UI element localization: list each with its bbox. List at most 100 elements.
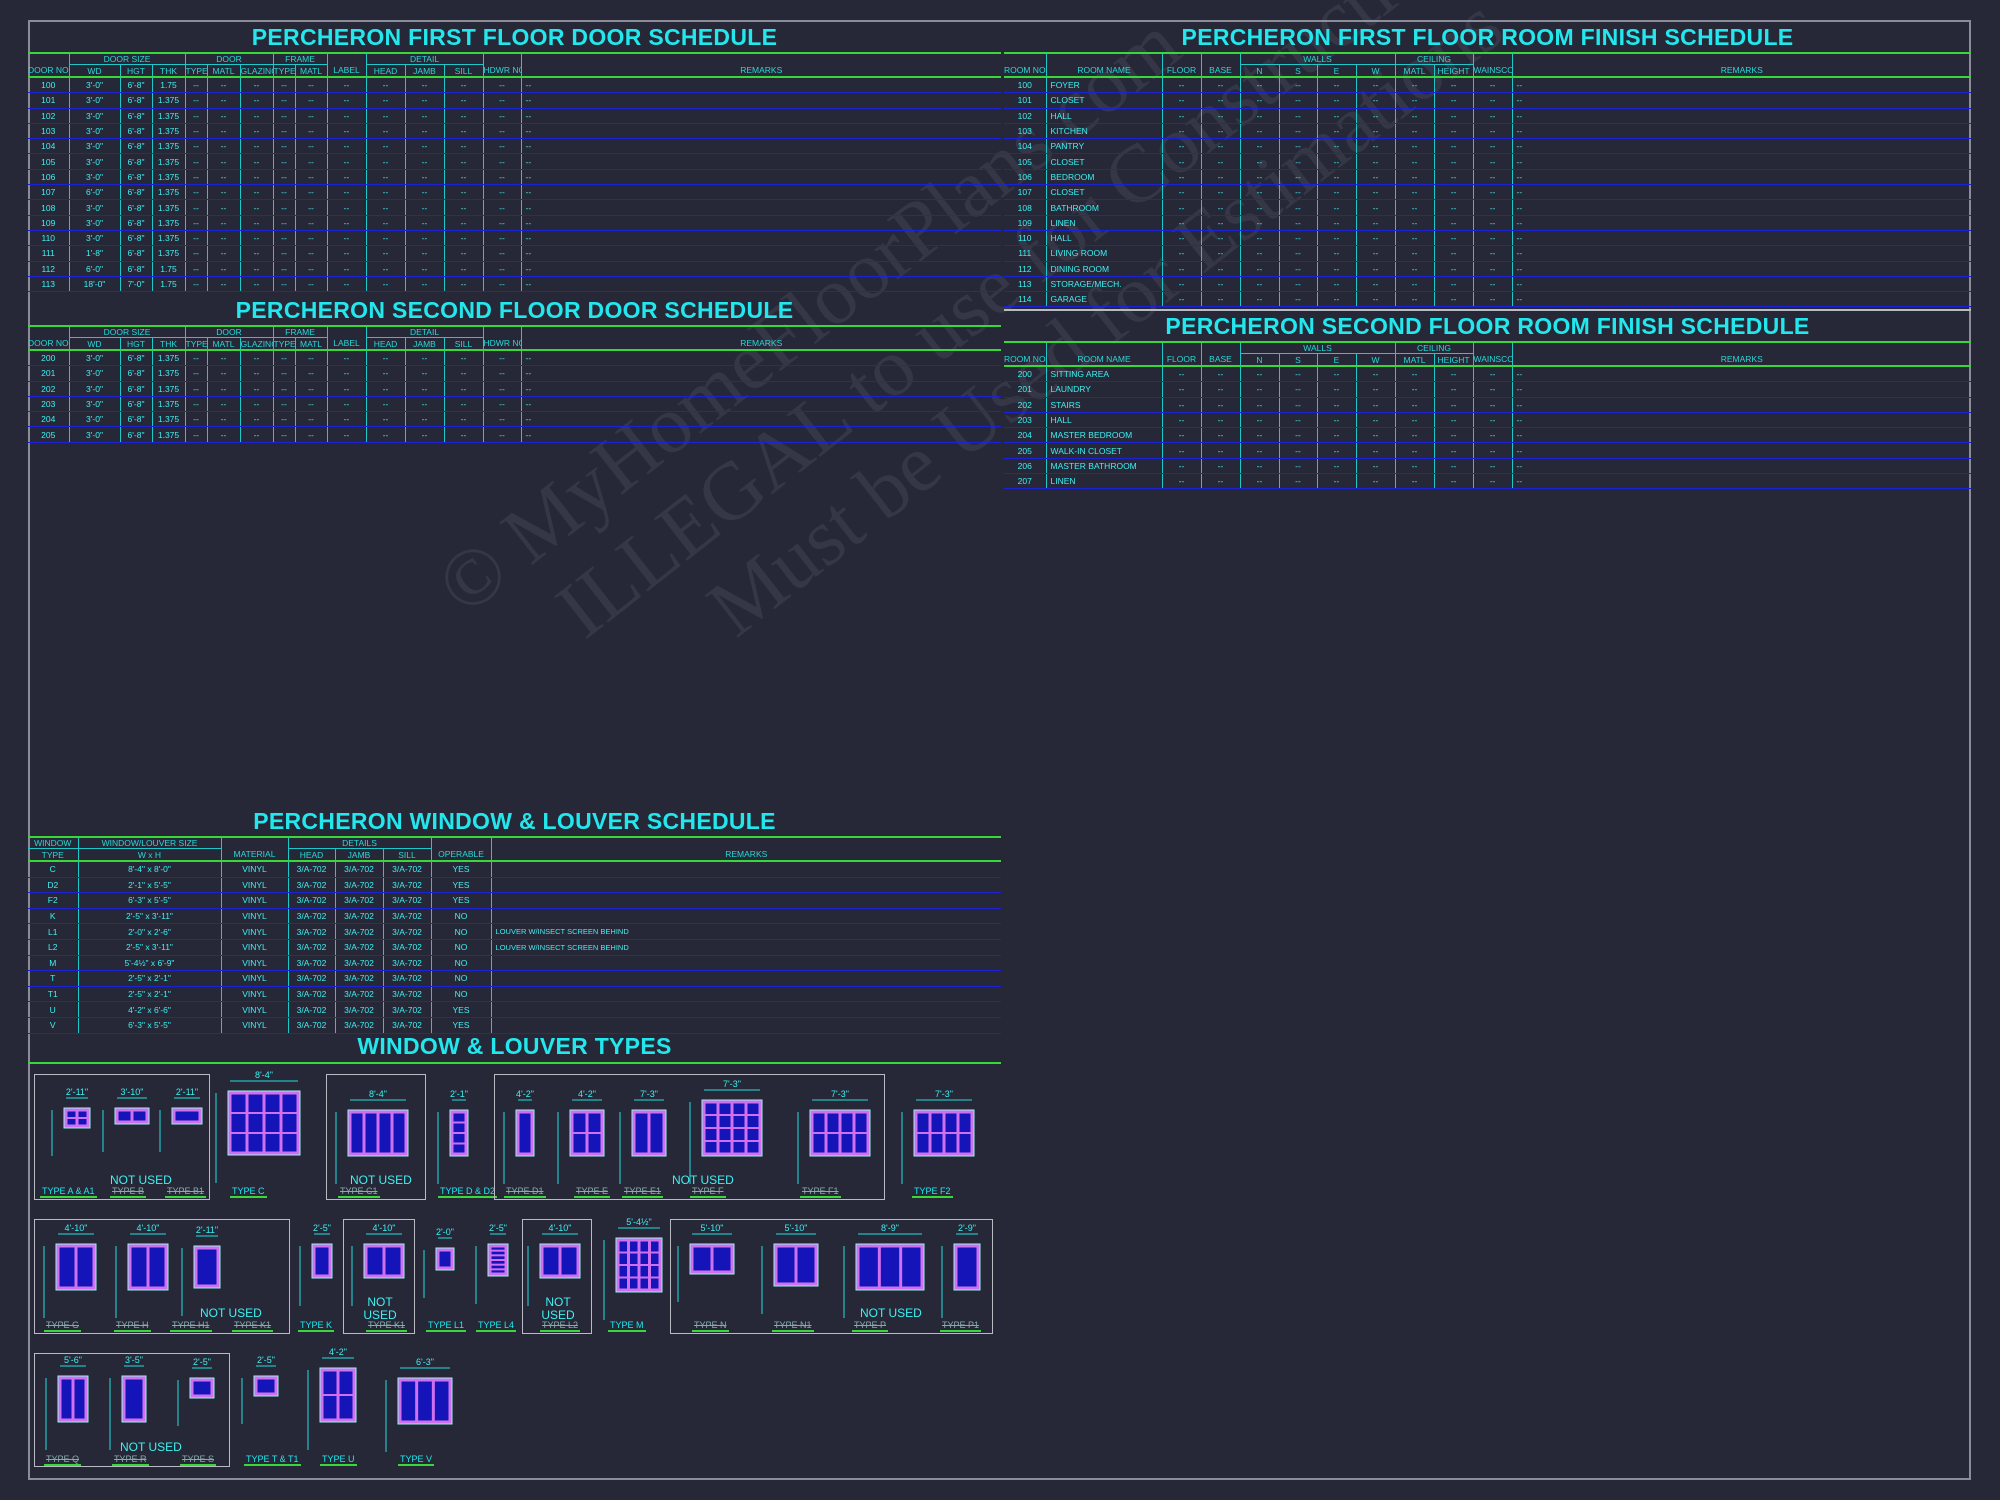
divider-line bbox=[1004, 309, 1971, 311]
table-cell: 3'-0" bbox=[68, 153, 120, 170]
table-cell: -- bbox=[239, 77, 274, 94]
table-row: 112 DINING ROOM -- -- -- -- -- -- -- -- -- -- bbox=[1004, 261, 1972, 277]
table-cell: -- bbox=[1394, 412, 1435, 429]
table-cell: -- bbox=[482, 123, 522, 140]
table-cell: -- bbox=[404, 169, 445, 186]
header-group bbox=[1200, 341, 1240, 354]
not-used-label: NOT USED bbox=[350, 1173, 412, 1187]
table-cell: -- bbox=[482, 230, 522, 247]
header-row: ROOM NO. ROOM NAME FLOOR BASE N S E W MATL HEIGHT… bbox=[1004, 353, 1972, 367]
table-cell: -- bbox=[272, 381, 296, 397]
table-cell: -- bbox=[1200, 108, 1240, 124]
dimension-text: 2'-0" bbox=[436, 1227, 454, 1237]
table-cell: -- bbox=[1200, 261, 1240, 277]
table-cell: -- bbox=[184, 77, 207, 94]
table-cell: -- bbox=[272, 184, 296, 201]
table-cell: 108 bbox=[28, 199, 69, 216]
dimension-text: 4'-10" bbox=[65, 1223, 88, 1233]
table-cell: -- bbox=[520, 350, 1002, 367]
column-header: JAMB bbox=[404, 337, 445, 351]
table-cell: -- bbox=[272, 138, 296, 155]
table-cell: -- bbox=[184, 261, 207, 277]
column-header: ROOM NAME bbox=[1045, 64, 1162, 78]
table-cell: YES bbox=[430, 861, 492, 878]
table-row: 103 3'-0" 6'-8" 1.375 -- -- -- -- -- -- -- -- -- -- -- bbox=[28, 123, 1002, 140]
table-cell bbox=[490, 877, 1002, 894]
window-type-label: TYPE A & A1 bbox=[40, 1186, 97, 1198]
table-cell: -- bbox=[239, 169, 274, 186]
table-cell: -- bbox=[365, 245, 406, 262]
table-cell: -- bbox=[520, 123, 1002, 140]
table-cell: -- bbox=[1161, 77, 1201, 94]
table-cell: -- bbox=[184, 411, 207, 428]
table-row: M 5'-4½" x 6'-9" VINYL 3/A-702 3/A-702 3/A-70… bbox=[28, 955, 1002, 972]
table-cell: -- bbox=[1472, 184, 1513, 201]
table-row: 105 3'-0" 6'-8" 1.375 -- -- -- -- -- -- -- -- -- -- -- bbox=[28, 153, 1002, 170]
table-cell: -- bbox=[482, 215, 522, 231]
table-cell: 3'-0" bbox=[68, 381, 120, 397]
table-cell: 3/A-702 bbox=[334, 877, 383, 894]
table-cell: -- bbox=[1278, 397, 1317, 413]
table-cell: -- bbox=[1239, 473, 1279, 490]
table-cell: -- bbox=[365, 365, 406, 382]
table-cell: -- bbox=[294, 396, 328, 413]
table-row: 101 CLOSET -- -- -- -- -- -- -- -- -- -- bbox=[1004, 92, 1972, 109]
table-cell: -- bbox=[239, 276, 274, 293]
table-cell: -- bbox=[443, 426, 484, 443]
table-cell: -- bbox=[443, 92, 484, 109]
dimension-text: 3'-5" bbox=[125, 1355, 143, 1365]
table-cell: -- bbox=[272, 261, 296, 277]
column-header: MATL bbox=[206, 337, 240, 351]
table-cell: -- bbox=[1161, 138, 1201, 155]
header-row: DOOR NO.WDHGTTHKTYPEMATLGLAZINGTYPEMATLL… bbox=[28, 337, 1002, 351]
table-cell: -- bbox=[1394, 108, 1435, 124]
window-type-label: TYPE D1 bbox=[504, 1186, 546, 1198]
table-cell: 1.375 bbox=[151, 230, 185, 247]
table-cell: -- bbox=[1239, 153, 1279, 170]
table-cell: -- bbox=[404, 426, 445, 443]
table-cell: -- bbox=[482, 184, 522, 201]
column-header: ROOM NO. bbox=[1004, 64, 1046, 78]
table-cell: -- bbox=[443, 184, 484, 201]
table-cell: -- bbox=[206, 426, 240, 443]
types-title: WINDOW & LOUVER TYPES bbox=[357, 1033, 672, 1059]
table-cell: -- bbox=[239, 396, 274, 413]
table-cell: -- bbox=[1316, 427, 1356, 444]
table-cell: -- bbox=[1355, 291, 1396, 308]
table-cell: -- bbox=[239, 123, 274, 140]
table-cell: -- bbox=[1394, 77, 1435, 94]
table-cell: -- bbox=[1472, 123, 1513, 140]
window-type-label: TYPE B bbox=[110, 1186, 147, 1198]
column-header: REMARKS bbox=[1511, 353, 1972, 367]
table-cell: -- bbox=[206, 381, 240, 397]
table-cell: 6'-8" bbox=[119, 381, 152, 397]
header-group-row: WINDOW WINDOW/LOUVER SIZE DETAILS bbox=[28, 836, 1002, 849]
table-cell: -- bbox=[1511, 397, 1972, 413]
table-cell: -- bbox=[1433, 153, 1474, 170]
table-cell: -- bbox=[272, 92, 296, 109]
table-cell: 6'-8" bbox=[119, 426, 152, 443]
table-cell: -- bbox=[184, 153, 207, 170]
table-cell: NO bbox=[430, 939, 492, 956]
table-cell: -- bbox=[206, 108, 240, 124]
table-cell: -- bbox=[365, 261, 406, 277]
table-row: 107 6'-0" 6'-8" 1.375 -- -- -- -- -- -- -- -- -- -- -- bbox=[28, 184, 1002, 201]
table-cell: -- bbox=[1316, 92, 1356, 109]
header-group bbox=[520, 52, 1002, 65]
table-cell: 2'-0" x 2'-6" bbox=[77, 923, 221, 940]
table-cell: 110 bbox=[28, 230, 69, 247]
table-row: 109 LINEN -- -- -- -- -- -- -- -- -- -- bbox=[1004, 215, 1972, 231]
table-cell: -- bbox=[294, 108, 328, 124]
table-cell: -- bbox=[443, 215, 484, 231]
table-cell: -- bbox=[294, 411, 328, 428]
table-row: V 6'-3" x 5'-5" VINYL 3/A-702 3/A-702 3/A-702… bbox=[28, 1017, 1002, 1034]
table-cell: -- bbox=[1355, 261, 1396, 277]
table-cell: -- bbox=[365, 350, 406, 367]
table-cell: -- bbox=[1433, 276, 1474, 293]
column-header: FLOOR bbox=[1161, 64, 1201, 78]
table-cell: -- bbox=[482, 411, 522, 428]
table-cell: -- bbox=[443, 276, 484, 293]
table-cell: -- bbox=[1394, 245, 1435, 262]
table-cell: -- bbox=[239, 411, 274, 428]
table-cell: -- bbox=[184, 276, 207, 293]
